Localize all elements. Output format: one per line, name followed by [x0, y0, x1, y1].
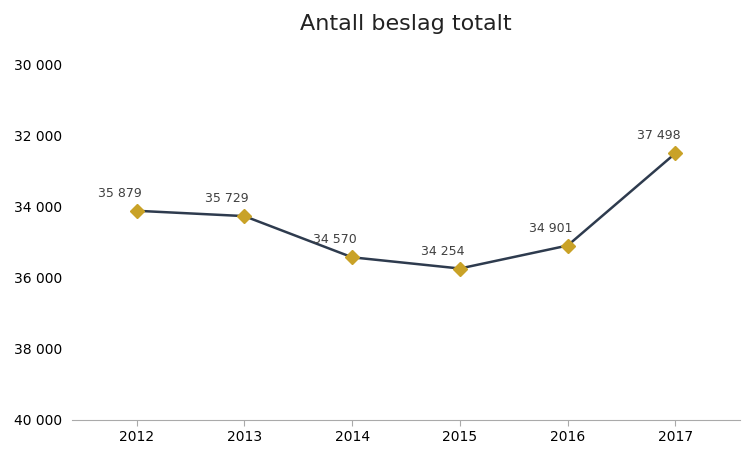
Text: 34 901: 34 901	[529, 222, 572, 234]
Text: 34 254: 34 254	[421, 245, 464, 258]
Text: 35 879: 35 879	[97, 187, 142, 200]
Title: Antall beslag totalt: Antall beslag totalt	[300, 14, 512, 34]
Text: 35 729: 35 729	[205, 192, 249, 205]
Text: 34 570: 34 570	[313, 234, 357, 246]
Text: 37 498: 37 498	[636, 129, 680, 142]
